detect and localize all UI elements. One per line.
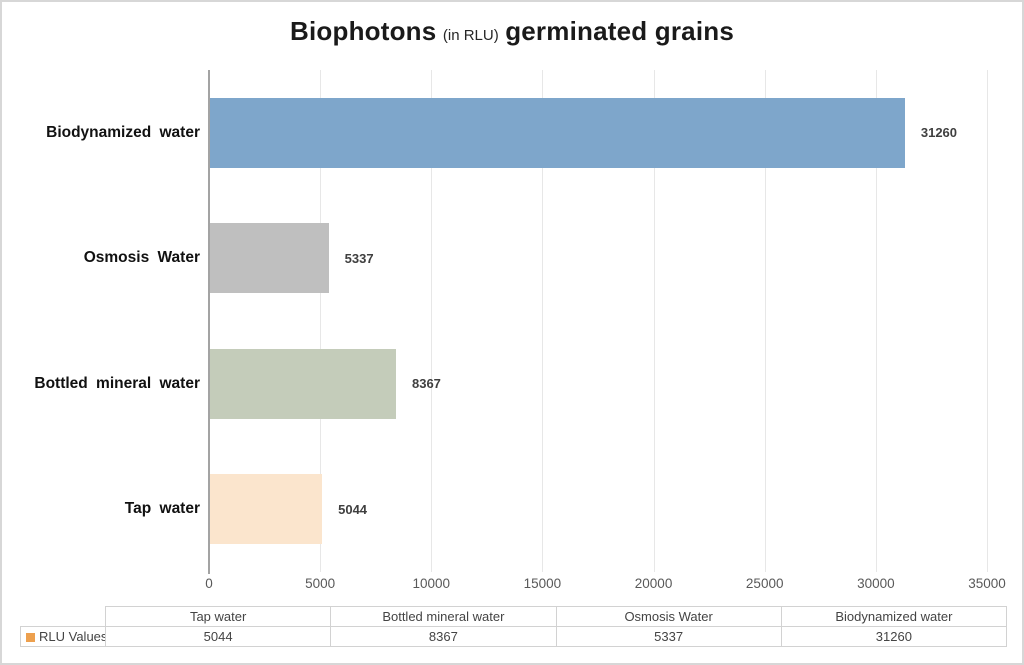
x-gridline [987, 70, 988, 572]
bar [210, 474, 323, 545]
x-axis-tick-label: 25000 [745, 576, 784, 591]
x-axis-tick-label: 30000 [857, 576, 895, 591]
table-column-header: Biodynamized water [780, 606, 1008, 627]
table-column-header: Osmosis Water [555, 606, 782, 627]
table-column-header: Bottled mineral water [330, 606, 557, 627]
x-gridline [875, 70, 877, 572]
table-value-cell: 5044 [104, 626, 332, 647]
data-label: 5044 [338, 501, 368, 517]
category-label: Tap water [124, 500, 200, 518]
table-value-cell: 31260 [780, 626, 1008, 647]
bar [210, 97, 905, 168]
chart-title-main: Biophotons [290, 16, 437, 46]
x-axis-tick-label: 15000 [523, 576, 562, 591]
x-gridline [542, 70, 544, 572]
category-label: Bottled mineral water [34, 374, 200, 392]
series-legend-cell: RLU Values [20, 626, 106, 647]
bar [210, 348, 396, 419]
y-axis-line [208, 70, 210, 574]
x-gridline [653, 70, 655, 572]
table-corner-cell [21, 607, 106, 627]
chart-title-units: (in RLU) [442, 27, 499, 44]
table-column-header: Tap water [104, 606, 332, 627]
bar [210, 223, 329, 294]
data-label: 31260 [920, 125, 958, 141]
x-axis-tick-label: 5000 [305, 576, 336, 591]
data-label: 5337 [344, 250, 374, 266]
chart-title-suffix: germinated grains [505, 16, 734, 46]
chart-data-table: Tap water Bottled mineral water Osmosis Wa… [20, 606, 1008, 647]
x-gridline [764, 70, 766, 572]
x-axis-tick-label: 35000 [968, 576, 1006, 591]
x-gridline [320, 70, 322, 572]
series-legend-label: RLU Values [39, 629, 106, 644]
category-label: Osmosis Water [83, 249, 200, 267]
x-gridline [431, 70, 433, 572]
table-value-cell: 8367 [330, 626, 557, 647]
chart-title: Biophotons (in RLU) germinated grains [2, 16, 1022, 47]
x-axis-tick-label: 20000 [634, 576, 673, 591]
series-legend-swatch-icon [26, 632, 35, 642]
data-label: 8367 [411, 376, 441, 392]
x-axis-tick-label: 10000 [412, 576, 451, 591]
table-value-cell: 5337 [555, 626, 782, 647]
plot-area: 0 5000 10000 15000 20000 25000 30000 35000 Biody… [2, 2, 1022, 602]
category-label: Biodynamized water [46, 123, 200, 141]
x-axis-tick-label: 0 [205, 576, 213, 591]
